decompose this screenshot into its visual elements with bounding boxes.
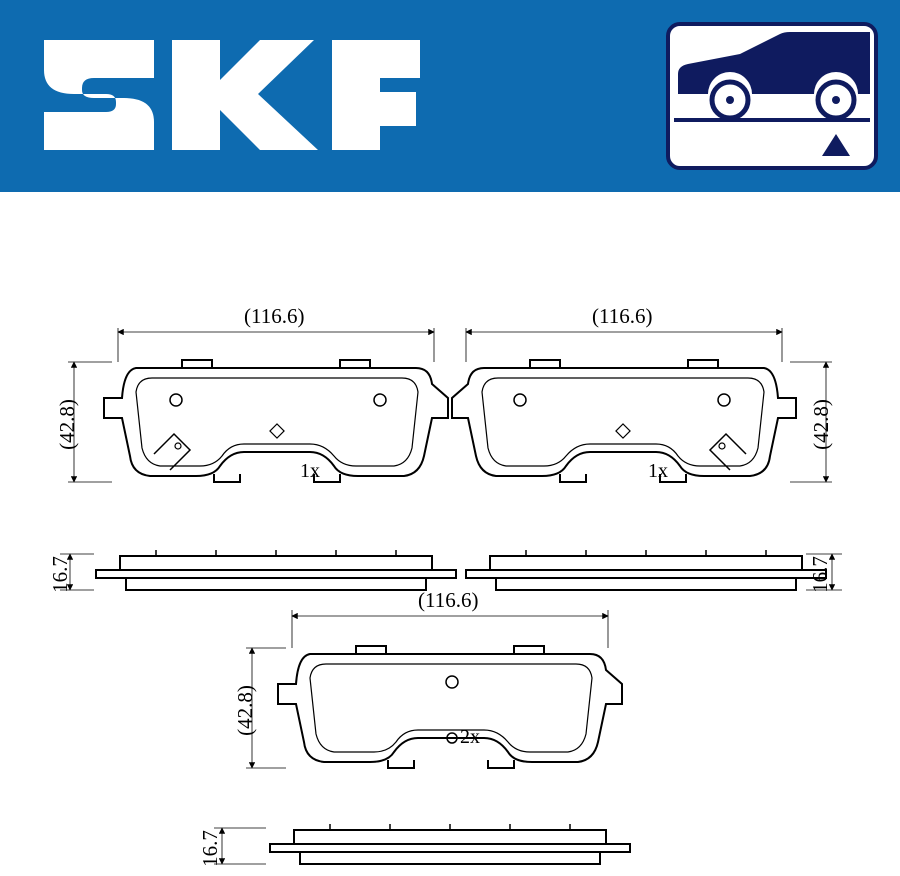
side-view-right [466,550,826,590]
width-label-top-right: (116.6) [592,304,652,329]
dim-width-top-right [466,328,782,362]
height-label-bottom: (42.8) [233,685,258,736]
thickness-label-bottom: 16.7 [198,830,223,867]
pad-bottom [278,646,622,768]
qty-top-left: 1x [300,460,320,483]
technical-drawing: (116.6) (116.6) (42.8) (42.8) 16.7 16.7 … [0,192,900,871]
thickness-label-left: 16.7 [48,556,73,593]
thickness-label-right: 16.7 [808,556,833,593]
dim-width-top-left [118,328,434,362]
width-label-bottom: (116.6) [418,588,478,613]
height-label-top-right: (42.8) [809,399,834,450]
pad-top-left [104,360,448,482]
side-view-left [96,550,456,590]
side-view-bottom [270,824,630,864]
height-label-top-left: (42.8) [55,399,80,450]
qty-top-right: 1x [648,460,668,483]
header [0,0,900,192]
qty-bottom: 2x [460,726,480,749]
skf-logo [44,40,420,150]
width-label-top-left: (116.6) [244,304,304,329]
pad-top-right [452,360,796,482]
rear-axle-icon [666,22,878,170]
dim-width-bottom [292,610,608,648]
